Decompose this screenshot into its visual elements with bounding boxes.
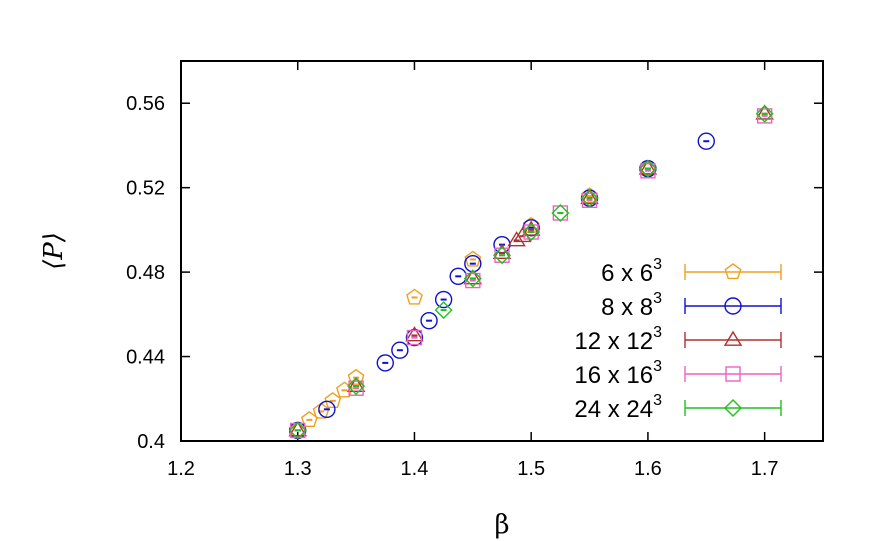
data-point-marker bbox=[551, 204, 570, 222]
data-point-marker bbox=[756, 108, 773, 124]
legend-label: 16 x 163 bbox=[574, 358, 662, 389]
data-point-marker bbox=[288, 421, 307, 437]
data-point-marker bbox=[288, 421, 307, 440]
data-point-marker bbox=[755, 104, 774, 120]
data-markers bbox=[288, 104, 774, 440]
data-point-marker bbox=[755, 104, 774, 123]
legend-label-exponent: 3 bbox=[653, 324, 662, 341]
x-tick-label: 1.4 bbox=[401, 458, 429, 480]
data-point-marker bbox=[347, 377, 366, 396]
data-point-marker bbox=[405, 328, 424, 347]
y-tick-label: 0.44 bbox=[126, 347, 165, 369]
y-tick-labels: 0.4 0.44 0.48 0.52 0.56 bbox=[126, 93, 165, 453]
legend-marker bbox=[724, 297, 742, 315]
data-point-marker bbox=[391, 341, 409, 359]
legend-label-exponent: 3 bbox=[653, 358, 662, 375]
legend-label-text: 8 x 8 bbox=[601, 294, 653, 321]
legend-item: 6 x 63 bbox=[601, 256, 782, 287]
y-tick-label: 0.52 bbox=[126, 178, 165, 200]
data-point-marker bbox=[640, 163, 656, 179]
legend-label: 24 x 243 bbox=[574, 392, 662, 423]
legend-label-text: 6 x 6 bbox=[601, 260, 653, 287]
data-point-marker bbox=[420, 311, 438, 330]
data-point-marker bbox=[346, 376, 366, 393]
data-point-marker bbox=[580, 188, 599, 205]
data-point-marker bbox=[318, 400, 336, 419]
data-point-marker bbox=[290, 422, 306, 439]
legend-label: 12 x 123 bbox=[574, 324, 662, 355]
x-tick-label: 1.5 bbox=[517, 458, 545, 480]
legend-item: 12 x 123 bbox=[574, 324, 782, 355]
x-tick-label: 1.2 bbox=[167, 458, 195, 480]
x-axis-title: β bbox=[494, 510, 509, 540]
plot-frame bbox=[180, 60, 824, 442]
legend-label-text: 24 x 24 bbox=[574, 396, 653, 423]
tick-marks bbox=[180, 61, 823, 442]
data-point-marker bbox=[522, 223, 541, 241]
y-axis-title: ⟨P⟩ bbox=[39, 232, 69, 270]
data-point-marker bbox=[552, 205, 569, 221]
data-point-marker bbox=[493, 246, 511, 265]
legend-item: 24 x 243 bbox=[574, 392, 782, 423]
data-point-marker bbox=[434, 290, 453, 309]
legend-label-text: 16 x 16 bbox=[574, 362, 653, 389]
x-tick-label: 1.7 bbox=[751, 458, 779, 480]
legend-marker bbox=[724, 263, 742, 280]
data-point-marker bbox=[434, 301, 453, 320]
y-tick-label: 0.4 bbox=[137, 431, 165, 453]
data-point-marker bbox=[324, 392, 342, 409]
data-point-marker bbox=[638, 159, 657, 178]
legend-label: 6 x 63 bbox=[601, 256, 662, 287]
data-point-marker bbox=[406, 329, 423, 346]
legend-label-exponent: 3 bbox=[653, 256, 662, 273]
data-point-marker bbox=[697, 132, 715, 150]
legend-marker bbox=[723, 330, 743, 346]
legend-label: 8 x 83 bbox=[601, 290, 662, 321]
data-point-marker bbox=[465, 272, 481, 289]
x-tick-label: 1.6 bbox=[634, 458, 662, 480]
data-point-marker bbox=[523, 224, 539, 240]
data-point-marker bbox=[376, 354, 394, 372]
x-tick-label: 1.3 bbox=[284, 458, 312, 480]
data-point-marker bbox=[463, 269, 483, 285]
legend-label-text: 12 x 12 bbox=[574, 328, 653, 355]
data-point-marker bbox=[348, 380, 364, 396]
data-point-marker bbox=[312, 402, 330, 419]
series-4 bbox=[288, 104, 774, 440]
data-point-marker bbox=[580, 189, 599, 208]
y-tick-label: 0.48 bbox=[126, 262, 165, 284]
series-2 bbox=[288, 104, 774, 437]
data-point-marker bbox=[581, 192, 598, 209]
data-point-marker bbox=[494, 247, 510, 263]
data-point-marker bbox=[464, 250, 482, 267]
legend-label-exponent: 3 bbox=[653, 392, 662, 409]
data-point-marker bbox=[507, 231, 526, 247]
data-point-marker bbox=[406, 288, 423, 305]
legend-marker bbox=[724, 399, 742, 417]
data-point-marker bbox=[347, 368, 365, 385]
data-point-marker bbox=[405, 326, 424, 342]
data-point-marker bbox=[463, 269, 482, 288]
data-point-marker bbox=[638, 159, 658, 175]
series-3 bbox=[290, 108, 773, 439]
legend-item: 16 x 163 bbox=[574, 358, 782, 389]
legend-label-exponent: 3 bbox=[653, 290, 662, 307]
legend-item: 8 x 83 bbox=[601, 290, 782, 321]
legend-marker bbox=[725, 366, 741, 382]
x-tick-labels: 1.2 1.3 1.4 1.5 1.6 1.7 bbox=[167, 458, 778, 480]
y-tick-label: 0.56 bbox=[126, 93, 165, 115]
